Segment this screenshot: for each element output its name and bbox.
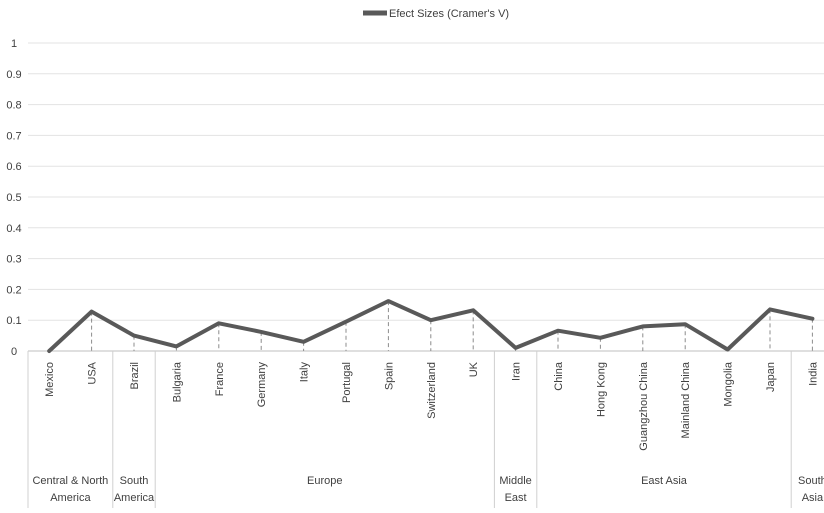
group-label: South	[120, 475, 149, 487]
category-label: Bulgaria	[171, 361, 183, 402]
category-label: Spain	[383, 362, 395, 390]
category-label: Portugal	[341, 362, 353, 403]
category-label: Mainland China	[680, 361, 692, 438]
category-label: UK	[468, 361, 480, 377]
category-label: USA	[87, 361, 99, 384]
category-label: France	[214, 362, 226, 396]
category-label: Japan	[765, 362, 777, 392]
y-tick-label: 0.8	[6, 100, 21, 112]
y-tick-label: 0.6	[6, 161, 21, 173]
y-tick-label: 0.2	[6, 284, 21, 296]
category-label: India	[807, 361, 819, 386]
group-label: South	[798, 475, 824, 487]
group-label: Central & North	[32, 475, 108, 487]
group-label: Asia	[802, 492, 824, 504]
y-tick-label: 0.4	[6, 223, 21, 235]
y-tick-label: 0.7	[6, 130, 21, 142]
y-tick-label: 0.9	[6, 69, 21, 81]
category-label: Switzerland	[426, 362, 438, 419]
category-label: Mongolia	[723, 361, 735, 407]
category-label: Germany	[256, 362, 268, 408]
category-label: Iran	[511, 362, 523, 381]
legend-label: Efect Sizes (Cramer's V)	[389, 8, 509, 20]
y-tick-label: 1	[11, 38, 17, 50]
y-tick-label: 0.5	[6, 192, 21, 204]
group-label: Middle	[499, 475, 531, 487]
series-line	[47, 299, 815, 353]
group-label: America	[114, 492, 155, 504]
group-label: East Asia	[641, 475, 688, 487]
category-label: China	[553, 361, 565, 391]
group-label: Europe	[307, 475, 342, 487]
category-label: Mexico	[44, 362, 56, 397]
group-label: America	[50, 492, 91, 504]
y-tick-label: 0	[11, 346, 17, 358]
category-label: Hong Kong	[595, 362, 607, 417]
category-label: Italy	[299, 362, 311, 383]
group-label: East	[505, 492, 527, 504]
y-tick-label: 0.3	[6, 254, 21, 266]
category-label: Guangzhou China	[638, 361, 650, 451]
category-label: Brazil	[129, 362, 141, 390]
y-tick-label: 0.1	[6, 315, 21, 327]
